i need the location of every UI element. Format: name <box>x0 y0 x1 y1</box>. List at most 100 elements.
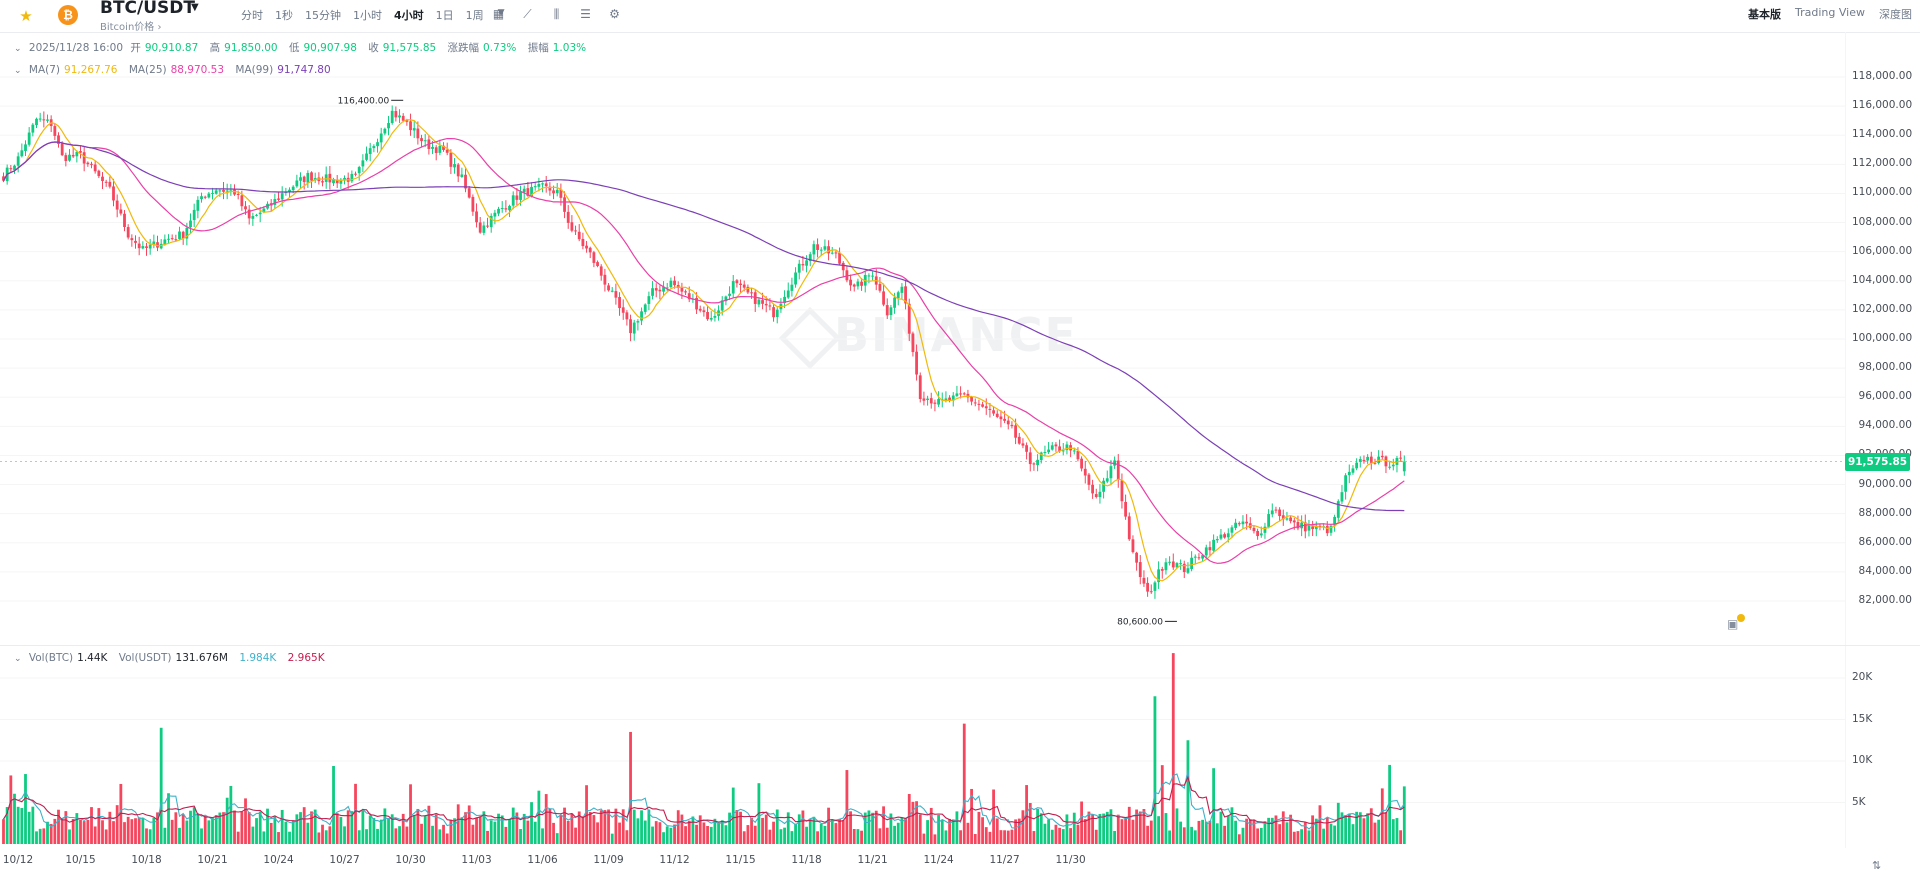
view-depth-tab[interactable]: 深度图 <box>1879 8 1912 21</box>
volume-bar <box>229 785 233 844</box>
interval-tab-15m[interactable]: 15分钟 <box>305 9 341 22</box>
price-tick-label: 110,000.00 <box>1852 186 1913 199</box>
interval-tab-4h[interactable]: 4小时 <box>394 9 424 22</box>
volume-bar <box>1314 818 1318 844</box>
candle <box>108 176 112 189</box>
volume-bar <box>284 821 288 844</box>
volume-bar <box>1094 829 1098 844</box>
candle <box>1402 455 1406 476</box>
date-axis[interactable]: 10/12 10/15 10/18 10/21 10/24 10/27 10/30 11/03… <box>0 848 1920 871</box>
candle <box>104 179 108 187</box>
volume-bar <box>896 822 900 844</box>
candle <box>636 319 640 331</box>
volume-bar <box>984 827 988 844</box>
volume-bar <box>790 831 794 844</box>
ma-collapse-chevron-icon[interactable]: ⌄ <box>14 66 22 76</box>
price-tick-label: 90,000.00 <box>1858 477 1912 490</box>
candle <box>680 282 684 299</box>
volume-bar <box>1157 816 1161 844</box>
volume-bar <box>49 823 53 844</box>
volume-bar <box>621 809 625 844</box>
volume-bar <box>1355 811 1359 844</box>
candle <box>9 164 13 173</box>
price-alert-icon[interactable]: ▣ <box>1727 617 1739 631</box>
interval-tab-1w[interactable]: 1周 <box>465 9 484 22</box>
candle <box>1347 464 1351 484</box>
collapse-chevron-icon[interactable]: ⌄ <box>14 44 22 54</box>
volume-bar <box>856 829 860 844</box>
volume-bar <box>137 817 141 844</box>
volume-bar <box>713 818 717 844</box>
volume-bar <box>1017 818 1021 844</box>
volume-bar <box>867 810 871 844</box>
date-tick-label: 11/24 <box>923 854 954 866</box>
candle <box>1135 551 1139 571</box>
volume-bar <box>390 814 394 844</box>
ma99-label: MA(99) <box>235 64 274 76</box>
interval-more-dropdown-icon[interactable]: ▼ <box>497 8 505 18</box>
candle <box>1278 507 1282 522</box>
volume-bar <box>1201 819 1205 844</box>
vol-collapse-chevron-icon[interactable]: ⌄ <box>14 654 22 664</box>
candle <box>368 142 372 162</box>
candle <box>123 210 126 232</box>
candle <box>379 127 383 151</box>
axis-settings-icon[interactable]: ⇅ <box>1872 859 1882 872</box>
candle <box>651 281 654 300</box>
volume-bar <box>574 827 577 844</box>
candle <box>1263 522 1267 539</box>
volume-bar <box>1142 809 1146 844</box>
pair-dropdown-icon[interactable]: ▼ <box>191 2 199 13</box>
line-tool-icon[interactable]: ⟋ <box>523 7 532 21</box>
volume-bar <box>929 807 933 844</box>
interval-tab-1d[interactable]: 1日 <box>435 9 454 22</box>
volume-bar <box>966 822 970 844</box>
price-chart[interactable]: 116,400.00 80,600.00 <box>0 44 1845 644</box>
candle <box>478 217 482 234</box>
candle <box>141 241 145 250</box>
volume-bar <box>1116 814 1120 844</box>
volume-bar <box>526 820 530 844</box>
price-tick-label: 112,000.00 <box>1852 157 1913 170</box>
pair-title[interactable]: BTC/USDT <box>100 0 195 18</box>
calendar-icon[interactable]: ▦ <box>492 7 505 21</box>
volume-bar <box>368 815 372 844</box>
volume-chart[interactable] <box>0 648 1845 848</box>
candle <box>1377 450 1381 465</box>
volume-bar <box>1241 827 1245 844</box>
favorite-star-icon[interactable]: ★ <box>19 7 33 25</box>
interval-tab-1s[interactable]: 1秒 <box>275 9 293 22</box>
view-basic-tab[interactable]: 基本版 <box>1748 8 1782 21</box>
pane-divider[interactable] <box>0 645 1920 646</box>
volume-bar <box>537 790 541 844</box>
volume-bar <box>918 814 922 844</box>
volume-bar <box>1003 830 1006 844</box>
settings-icon[interactable]: ⚙ <box>609 7 620 21</box>
volume-bar <box>269 822 273 844</box>
candle <box>167 234 170 244</box>
pair-subtitle[interactable]: Bitcoin价格 › <box>100 22 162 33</box>
view-tradingview-tab[interactable]: Trading View <box>1795 6 1865 19</box>
volume-bar <box>951 819 955 844</box>
volume-bar <box>640 810 643 844</box>
interval-tab-1h[interactable]: 1小时 <box>353 9 382 22</box>
interval-tab-time[interactable]: 分时 <box>241 9 263 22</box>
candle <box>566 205 570 229</box>
volume-bar <box>317 832 321 844</box>
candle <box>614 283 618 305</box>
candle <box>93 161 97 174</box>
volume-bar <box>112 821 115 844</box>
volume-bar <box>1149 820 1153 844</box>
candle <box>453 158 456 174</box>
volume-bar <box>1340 812 1344 844</box>
candle-type-icon[interactable]: ⫼ <box>553 7 560 21</box>
volume-bar <box>570 813 574 844</box>
volume-bar <box>1237 834 1241 844</box>
ma25-value: 88,970.53 <box>170 64 225 76</box>
candle <box>218 189 222 197</box>
candle <box>64 152 68 167</box>
indicator-icon[interactable]: ☰ <box>580 7 591 21</box>
volume-bar <box>1388 764 1392 844</box>
volume-bar <box>1402 786 1406 844</box>
volume-bar <box>211 818 214 844</box>
